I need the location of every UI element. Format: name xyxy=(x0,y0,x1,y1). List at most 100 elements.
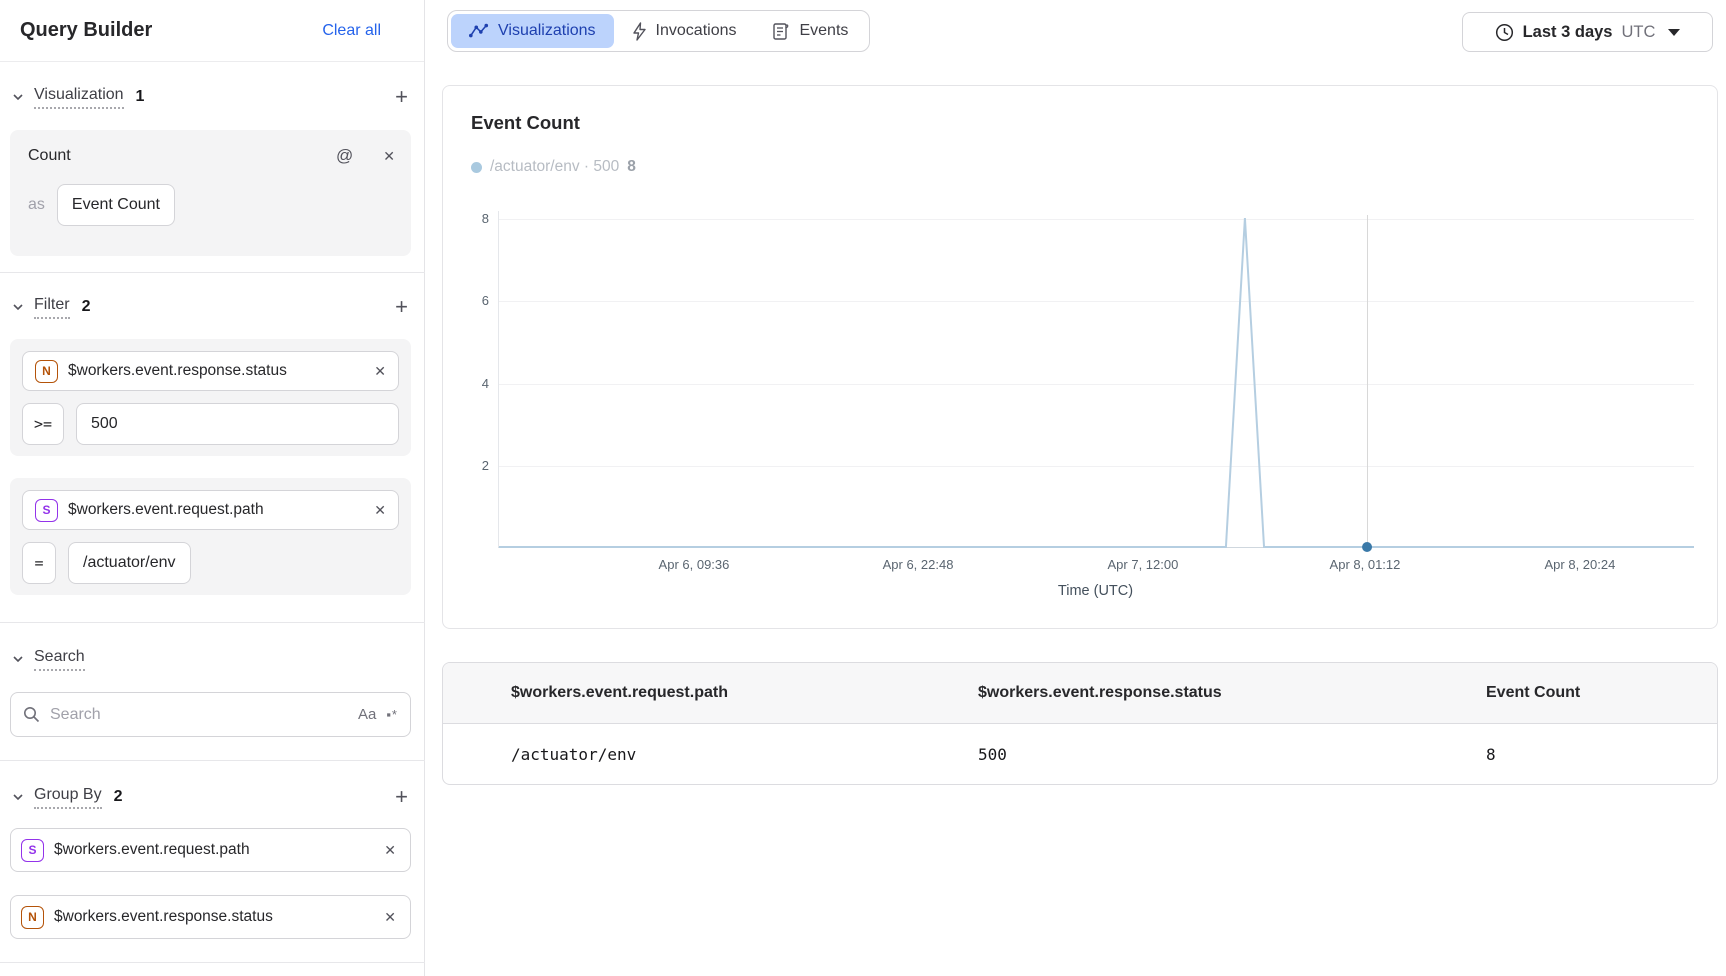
search-section-label[interactable]: Search xyxy=(34,648,85,671)
filter-value-input[interactable]: 500 xyxy=(76,403,399,445)
chevron-down-icon[interactable] xyxy=(12,791,24,803)
chart-plot-area[interactable] xyxy=(498,211,1694,552)
lightning-bolt-icon xyxy=(632,21,646,41)
filter-value-input[interactable]: /actuator/env xyxy=(68,542,191,584)
match-case-icon[interactable]: Aa xyxy=(357,706,377,723)
cell-count: 8 xyxy=(1486,744,1496,764)
line-chart-icon xyxy=(469,23,489,38)
group-by-field[interactable]: S $workers.event.request.path ✕ xyxy=(10,828,411,872)
tab-label: Events xyxy=(799,22,849,39)
gridline xyxy=(499,301,1694,303)
group-by-field-name: $workers.event.response.status xyxy=(54,908,273,925)
tab-events[interactable]: Events xyxy=(754,14,866,48)
visualization-count: 1 xyxy=(135,88,145,105)
x-tick-label: Apr 7, 12:00 xyxy=(1107,557,1179,572)
column-header-status: $workers.event.response.status xyxy=(978,684,1222,701)
chevron-down-icon[interactable] xyxy=(12,301,24,313)
chevron-down-icon[interactable] xyxy=(12,91,24,103)
tab-label: Invocations xyxy=(655,22,737,39)
visualization-section-header: Visualization 1 + xyxy=(12,82,408,112)
time-zone-label: UTC xyxy=(1621,22,1656,41)
hovered-point-marker xyxy=(1362,542,1373,552)
sidebar-header: Query Builder Clear all xyxy=(0,0,424,62)
filter-field-selector[interactable]: N $workers.event.response.status ✕ xyxy=(22,351,399,391)
x-axis-title: Time (UTC) xyxy=(1057,583,1134,599)
cell-status: 500 xyxy=(978,744,1007,764)
x-tick-label: Apr 6, 22:48 xyxy=(882,557,954,572)
filter-operator-selector[interactable]: = xyxy=(22,542,56,584)
add-filter-button[interactable]: + xyxy=(395,294,408,319)
section-divider xyxy=(0,962,425,963)
tab-invocations[interactable]: Invocations xyxy=(614,14,755,48)
filter-field-selector[interactable]: S $workers.event.request.path ✕ xyxy=(22,490,399,530)
results-table: $workers.event.request.path $workers.eve… xyxy=(442,662,1718,785)
add-visualization-button[interactable]: + xyxy=(395,84,408,109)
time-range-selector[interactable]: Last 3 days UTC xyxy=(1462,12,1713,52)
gridline xyxy=(499,383,1694,385)
table-row[interactable]: /actuator/env 500 8 xyxy=(443,724,1717,784)
chart-legend[interactable]: /actuator/env · 500 8 xyxy=(471,158,636,176)
visualization-section-label[interactable]: Visualization xyxy=(34,86,124,109)
series-line-svg xyxy=(499,217,1694,552)
document-icon xyxy=(773,22,789,40)
table-header-row: $workers.event.request.path $workers.eve… xyxy=(443,663,1717,724)
group-by-section-label[interactable]: Group By xyxy=(34,786,102,809)
number-type-icon: N xyxy=(21,905,44,929)
number-type-icon: N xyxy=(35,359,58,383)
remove-filter-icon[interactable]: ✕ xyxy=(374,501,386,518)
search-box: Aa ▪* xyxy=(10,692,411,737)
x-tick-label: Apr 8, 20:24 xyxy=(1544,557,1616,572)
remove-group-by-icon[interactable]: ✕ xyxy=(384,841,396,858)
clear-all-button[interactable]: Clear all xyxy=(322,21,381,39)
group-by-count: 2 xyxy=(113,788,123,805)
series-line xyxy=(499,217,1694,548)
view-tab-group: Visualizations Invocations Events xyxy=(447,10,871,52)
add-group-by-button[interactable]: + xyxy=(395,784,408,809)
group-by-section-header: Group By 2 + xyxy=(12,782,408,812)
search-icon xyxy=(24,707,40,723)
alias-input[interactable]: Event Count xyxy=(56,184,175,226)
y-tick-label: 4 xyxy=(481,375,489,391)
y-tick-label: 6 xyxy=(481,293,489,309)
clock-icon xyxy=(1495,23,1513,41)
search-input[interactable] xyxy=(50,705,348,724)
filter-section-label[interactable]: Filter xyxy=(34,296,70,319)
string-type-icon: S xyxy=(21,838,44,862)
section-divider xyxy=(0,760,425,761)
regex-icon[interactable]: ▪* xyxy=(386,707,398,722)
string-type-icon: S xyxy=(35,498,58,522)
chart-title: Event Count xyxy=(471,112,580,133)
filter-card: N $workers.event.response.status ✕ >= 50… xyxy=(10,339,411,456)
remove-visualization-icon[interactable]: ✕ xyxy=(383,147,395,164)
caret-down-icon xyxy=(1668,28,1681,36)
hover-crosshair-line xyxy=(1367,215,1369,548)
time-range-label: Last 3 days xyxy=(1522,22,1613,41)
y-tick-label: 2 xyxy=(481,457,489,473)
visualization-card: Count @ ✕ as Event Count xyxy=(10,130,411,256)
legend-series-label: /actuator/env · 500 xyxy=(490,158,620,175)
cell-path: /actuator/env xyxy=(443,745,978,764)
legend-dot xyxy=(471,161,482,173)
group-by-field-name: $workers.event.request.path xyxy=(54,841,250,858)
page-title: Query Builder xyxy=(20,19,153,41)
tab-label: Visualizations xyxy=(498,22,596,39)
tab-visualizations[interactable]: Visualizations xyxy=(451,14,614,48)
column-header-count: Event Count xyxy=(1486,684,1581,701)
group-by-field[interactable]: N $workers.event.response.status ✕ xyxy=(10,895,411,939)
legend-series-value: 8 xyxy=(627,158,636,175)
section-divider xyxy=(0,622,425,623)
chevron-down-icon[interactable] xyxy=(12,653,24,665)
remove-group-by-icon[interactable]: ✕ xyxy=(384,908,396,925)
x-tick-label: Apr 8, 01:12 xyxy=(1329,557,1401,572)
query-builder-sidebar: Query Builder Clear all Visualization 1 … xyxy=(0,0,425,976)
column-header-path: $workers.event.request.path xyxy=(511,684,728,701)
search-section-header: Search xyxy=(12,644,408,674)
filter-operator-selector[interactable]: >= xyxy=(22,403,64,445)
at-sign-icon[interactable]: @ xyxy=(336,146,354,165)
y-tick-label: 8 xyxy=(481,211,489,226)
remove-filter-icon[interactable]: ✕ xyxy=(374,362,386,379)
filter-card: S $workers.event.request.path ✕ = /actua… xyxy=(10,478,411,595)
as-label: as xyxy=(28,196,45,213)
x-tick-label: Apr 6, 09:36 xyxy=(658,557,730,572)
metric-name[interactable]: Count xyxy=(28,147,71,164)
